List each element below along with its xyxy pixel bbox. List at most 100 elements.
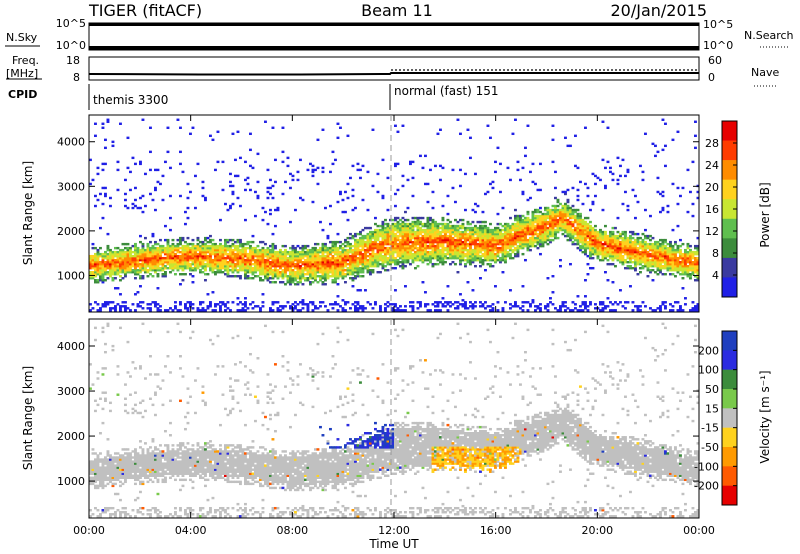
power-cell [394, 305, 397, 308]
power-cell [301, 277, 305, 280]
nsearch-tick-bottom: 10^0 [703, 39, 733, 52]
power-cell [179, 256, 182, 260]
power-cell [431, 242, 435, 246]
power-cell [584, 222, 587, 226]
power-cell [611, 303, 615, 306]
power-cell [301, 198, 305, 202]
power-cell [139, 250, 142, 254]
power-cell [416, 264, 420, 268]
power-cell [664, 144, 667, 148]
power-cell [439, 250, 442, 254]
power-cell [116, 246, 120, 250]
power-cell [464, 254, 467, 258]
power-cell [314, 279, 317, 282]
power-cell [331, 248, 335, 252]
power-cell [159, 262, 162, 266]
power-cell [574, 220, 577, 224]
power-cell [441, 204, 445, 208]
power-cell [566, 232, 570, 236]
power-cell [596, 250, 600, 254]
power-cell [591, 240, 595, 244]
power-cell [444, 301, 447, 304]
power-cell [204, 262, 207, 266]
power-cell [469, 258, 472, 262]
power-cell [156, 258, 160, 262]
power-cell [209, 268, 212, 272]
power-cell [426, 228, 430, 232]
power-cell [104, 264, 107, 268]
power-cell [444, 230, 447, 234]
power-cell [326, 268, 330, 272]
velocity-cell [94, 484, 97, 488]
power-cell [581, 222, 585, 226]
power-cell [491, 303, 495, 306]
power-cell [594, 236, 597, 240]
power-cell [686, 252, 690, 256]
power-cell [659, 248, 662, 252]
power-cell [546, 309, 550, 312]
power-cell [391, 224, 395, 228]
power-cell [274, 281, 277, 284]
power-cell [601, 208, 605, 212]
power-cell [309, 281, 312, 284]
power-cell [436, 226, 440, 230]
power-cell [136, 254, 140, 258]
power-cell [474, 210, 477, 214]
power-cell [226, 246, 230, 250]
power-cell [406, 244, 410, 248]
power-cell [201, 258, 205, 262]
velocity-cell [89, 470, 92, 473]
power-cell [121, 301, 125, 304]
power-cell [349, 260, 352, 264]
power-cell [459, 254, 462, 258]
power-cell [209, 254, 212, 258]
power-cell [156, 248, 160, 252]
power-cell [126, 268, 130, 272]
power-cell [116, 254, 120, 258]
velocity-cell [94, 466, 97, 469]
power-cell [231, 248, 235, 252]
power-cell [664, 307, 667, 310]
power-cell [416, 236, 420, 240]
power-cell [659, 307, 662, 310]
power-cell [191, 275, 195, 278]
power-cell [539, 244, 542, 248]
power-cell [606, 262, 610, 266]
power-cell [136, 252, 140, 256]
power-cell [429, 258, 432, 262]
power-cell [516, 216, 520, 220]
power-cell [306, 273, 310, 276]
power-cell [589, 252, 592, 256]
power-cell [341, 252, 345, 256]
power-cell [121, 248, 125, 252]
power-cell [434, 220, 437, 224]
power-cell [156, 168, 160, 172]
power-cell [96, 254, 100, 258]
power-cell [404, 250, 407, 254]
beam-title: Beam 11 [361, 1, 433, 20]
power-cell [144, 254, 147, 258]
power-cell [539, 226, 542, 230]
power-cell [634, 260, 637, 264]
power-cell [269, 244, 272, 248]
power-cell [224, 248, 227, 252]
power-cell [291, 174, 295, 178]
power-cell [621, 248, 625, 252]
power-cell [101, 303, 105, 306]
power-cell [679, 264, 682, 268]
power-cell [391, 222, 395, 226]
power-cell [594, 246, 597, 250]
power-cell [456, 220, 460, 224]
power-cell [481, 252, 485, 256]
power-cell [241, 262, 245, 266]
power-cell [671, 228, 675, 232]
power-cell [504, 244, 507, 248]
power-cell [329, 246, 332, 250]
power-cell [631, 254, 635, 258]
power-cell [269, 264, 272, 268]
power-cell [539, 240, 542, 244]
power-cell [586, 222, 590, 226]
power-cell [661, 208, 665, 212]
power-cell [226, 273, 230, 276]
power-cell [384, 234, 387, 238]
